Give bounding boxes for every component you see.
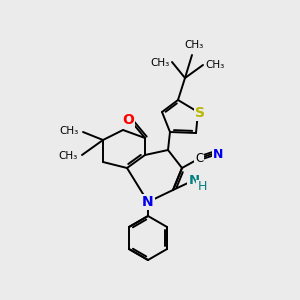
Text: CH₃: CH₃ — [184, 40, 204, 50]
Text: N: N — [188, 173, 200, 187]
Text: CH₃: CH₃ — [150, 58, 170, 68]
Text: CH₃: CH₃ — [59, 126, 79, 136]
Text: O: O — [122, 113, 134, 127]
Text: H: H — [197, 181, 207, 194]
Text: CH₃: CH₃ — [58, 151, 78, 161]
Text: CH₃: CH₃ — [206, 60, 225, 70]
Text: N: N — [213, 148, 223, 160]
Text: S: S — [195, 106, 205, 120]
Text: C: C — [195, 152, 203, 166]
Text: N: N — [142, 195, 154, 209]
